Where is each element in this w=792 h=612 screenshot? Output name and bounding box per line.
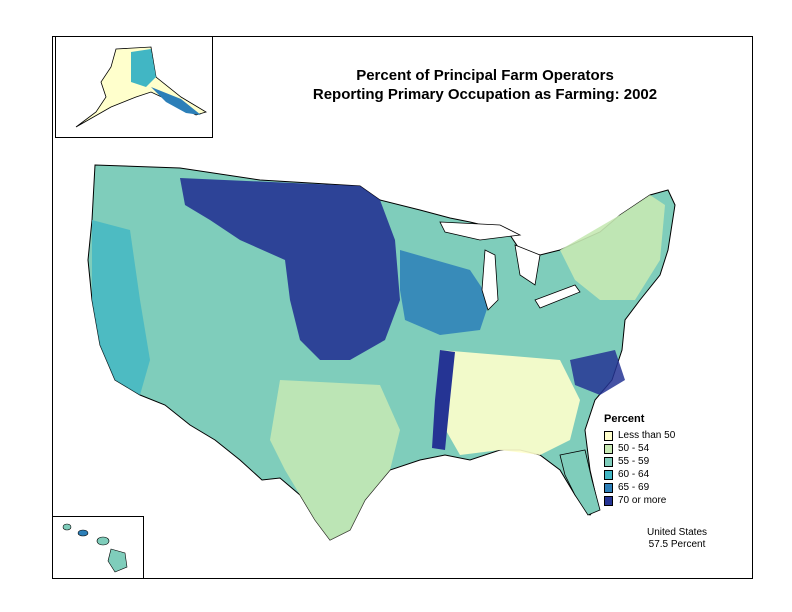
legend-title: Percent [604,413,645,425]
legend-item: 50 - 54 [604,442,714,455]
hawaii-inset [52,516,144,579]
us-average-note: United States 57.5 Percent [622,527,732,551]
legend: Percent Less than 50 50 - 54 55 - 59 60 … [604,413,714,507]
legend-swatch [604,469,613,480]
legend-item: Less than 50 [604,429,714,442]
west-coast-region [92,220,150,395]
lake-michigan [481,249,499,311]
lake-superior [439,221,522,241]
legend-item: 55 - 59 [604,455,714,468]
hawaii-island-big [107,548,128,573]
corn-belt-region [400,250,490,335]
carolina-region [570,350,625,395]
title-line-2: Reporting Primary Occupation as Farming:… [312,86,658,103]
legend-label: 65 - 69 [618,482,650,493]
legend-item: 70 or more [604,494,714,507]
mississippi-delta-band [432,350,455,450]
hawaii-island-maui [96,536,110,546]
note-line-2: 57.5 Percent [648,539,706,550]
legend-label: 55 - 59 [618,456,650,467]
alaska-shape [75,46,207,128]
lake-erie [534,284,581,309]
legend-label: Less than 50 [618,430,676,441]
southeast-region [440,350,580,455]
texas-region [270,380,400,540]
florida-peninsula [559,449,601,516]
legend-swatch [604,456,613,467]
map-frame [52,36,753,579]
legend-item: 65 - 69 [604,481,714,494]
map-title: Percent of Principal Farm Operators Repo… [300,66,670,104]
legend-swatch [604,443,613,454]
note-line-1: United States [646,527,708,538]
legend-swatch [604,430,613,441]
hawaii-island-kauai [62,523,72,531]
alaska-southeast [151,87,201,115]
legend-swatch [604,495,613,506]
title-line-1: Percent of Principal Farm Operators [356,67,614,84]
legend-label: 70 or more [618,495,667,506]
northeast-region [560,195,665,300]
legend-label: 50 - 54 [618,443,650,454]
hawaii-island-oahu [77,529,89,537]
legend-swatch [604,482,613,493]
alaska-interior [131,49,156,87]
legend-item: 60 - 64 [604,468,714,481]
lake-huron [514,244,541,286]
legend-label: 60 - 64 [618,469,650,480]
alaska-inset [55,36,213,138]
great-plains-region [180,178,400,360]
